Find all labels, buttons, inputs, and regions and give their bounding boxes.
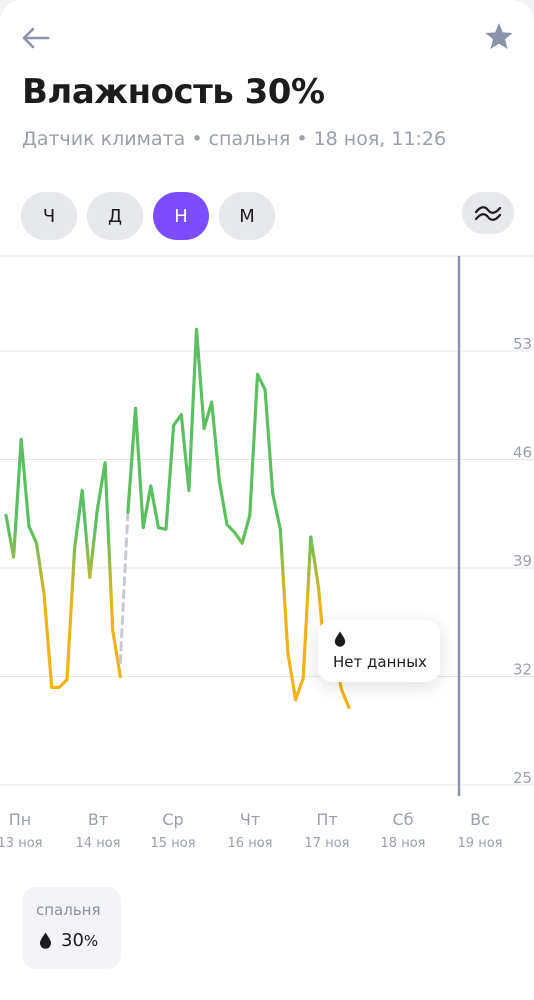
star-icon <box>485 23 513 49</box>
x-tick-day-label: Вс <box>470 810 490 829</box>
favorite-button[interactable] <box>482 20 516 54</box>
x-tick-day-label: Ср <box>162 810 183 829</box>
period-hour-button[interactable]: Ч <box>21 192 77 240</box>
y-tick-label: 53 <box>513 335 532 353</box>
x-tick-day-label: Чт <box>240 810 260 829</box>
y-tick-label: 32 <box>513 661 532 679</box>
y-tick-label: 39 <box>513 552 532 570</box>
x-tick-day-label: Сб <box>392 810 413 829</box>
x-tick-date-label: 19 ноя <box>458 836 503 851</box>
no-data-tooltip: Нет данных <box>318 620 440 682</box>
no-data-label: Нет данных <box>333 653 427 671</box>
x-tick-date-label: 15 ноя <box>151 836 196 851</box>
period-label: Ч <box>42 205 56 227</box>
page-title: Влажность 30% <box>22 72 325 112</box>
period-month-button[interactable]: М <box>219 192 275 240</box>
x-tick-date-label: 13 ноя <box>0 836 42 851</box>
x-tick-date-label: 14 ноя <box>76 836 121 851</box>
x-tick-day-label: Пт <box>316 810 337 829</box>
y-tick-label: 25 <box>513 769 532 787</box>
period-label: М <box>239 205 255 227</box>
x-tick-date-label: 18 ноя <box>381 836 426 851</box>
room-humidity-value: 30% <box>61 930 98 951</box>
humidity-line <box>126 327 351 710</box>
arrow-left-icon <box>22 27 50 49</box>
x-tick-date-label: 17 ноя <box>305 836 350 851</box>
humidity-chart[interactable]: 53 46 39 32 25 Пн 13 ноя Вт 14 ноя Ср 15 ноя Чт 16 н… <box>0 250 534 860</box>
period-day-button[interactable]: Д <box>87 192 143 240</box>
room-name: спальня <box>36 901 101 919</box>
period-label: Н <box>174 205 188 227</box>
smoothing-toggle-button[interactable] <box>462 192 514 234</box>
back-button[interactable] <box>18 22 54 54</box>
room-value-unit: % <box>83 932 99 950</box>
room-value-number: 30 <box>61 930 84 951</box>
drop-icon <box>39 932 52 949</box>
period-week-button[interactable]: Н <box>153 192 209 240</box>
x-tick-date-label: 16 ноя <box>228 836 273 851</box>
wave-icon <box>474 206 502 221</box>
x-tick-day-label: Вт <box>88 810 108 829</box>
x-tick-day-label: Пн <box>9 810 32 829</box>
page-subtitle: Датчик климата • спальня • 18 ноя, 11:26 <box>22 128 447 150</box>
humidity-line <box>4 437 122 689</box>
period-label: Д <box>107 205 123 227</box>
y-tick-label: 46 <box>513 444 532 462</box>
no-data-gap-line <box>118 510 130 665</box>
room-card[interactable]: спальня 30% <box>22 887 121 969</box>
drop-icon <box>334 631 346 647</box>
